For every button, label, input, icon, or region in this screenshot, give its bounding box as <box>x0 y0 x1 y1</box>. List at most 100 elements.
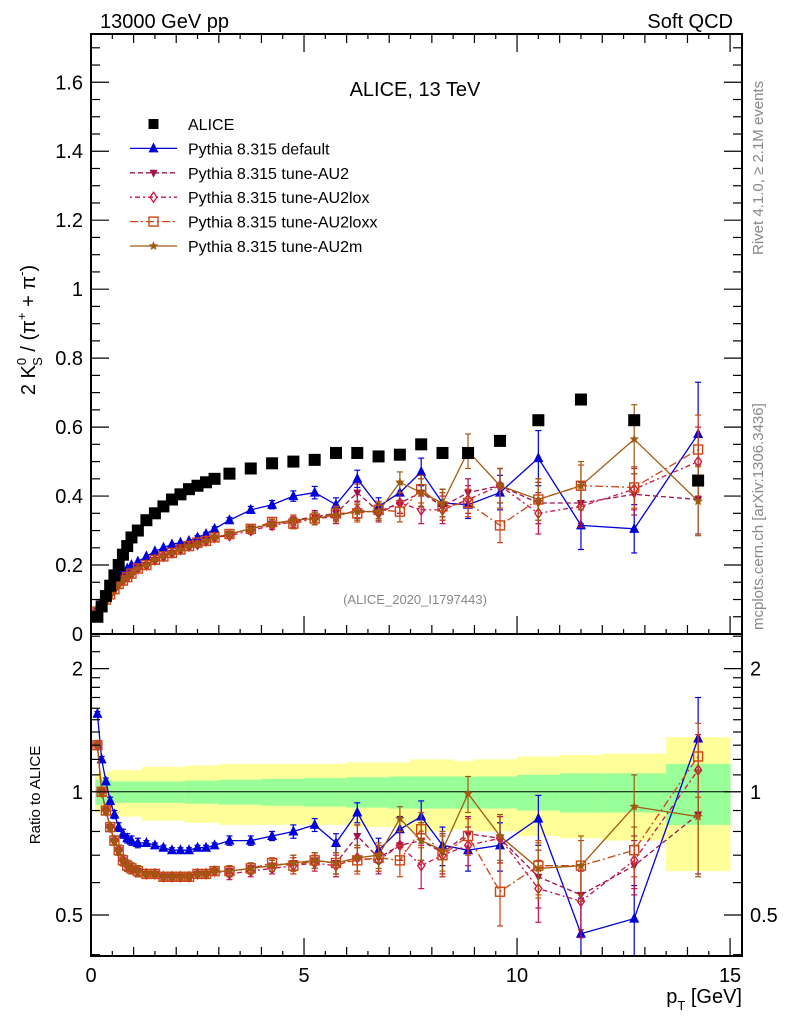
analysis-id-watermark: (ALICE_2020_I1797443) <box>343 592 487 607</box>
ratio-y-tick-label: 0.5 <box>55 905 83 927</box>
main-series-pythia-8-315-tune-au2m <box>92 404 703 616</box>
ratio-point <box>373 850 384 860</box>
data-point <box>372 450 385 463</box>
ratio-point <box>224 866 235 876</box>
ratio-point <box>183 844 194 855</box>
data-point <box>208 472 221 485</box>
data-point <box>462 446 475 459</box>
legend-marker <box>149 191 158 204</box>
ratio-point <box>158 841 169 852</box>
ratio-stat-band <box>261 778 305 806</box>
ratio-stat-band <box>304 778 348 807</box>
ratio-point <box>437 845 448 855</box>
legend-marker <box>148 241 159 250</box>
legend-marker <box>149 169 158 178</box>
ratio-point <box>267 829 278 840</box>
data-point <box>395 477 405 487</box>
data-point <box>192 531 203 542</box>
ratio-point <box>184 871 194 881</box>
ratio-stat-band <box>410 776 454 809</box>
data-point <box>415 438 428 451</box>
legend-label: Pythia 8.315 tune-AU2 <box>188 166 349 183</box>
data-point <box>629 434 639 444</box>
ratio-point <box>132 836 143 847</box>
data-point <box>126 568 137 578</box>
ratio-point <box>175 844 186 855</box>
data-point <box>267 518 277 528</box>
legend-label: Pythia 8.315 default <box>188 141 330 158</box>
ratio-stat-band <box>346 777 390 808</box>
ratio-point <box>288 825 299 836</box>
data-point <box>183 534 194 545</box>
ratio-point <box>693 811 703 821</box>
data-point <box>201 528 212 538</box>
ratio-point <box>394 855 406 866</box>
ratio-point <box>150 868 160 878</box>
data-point <box>574 393 587 406</box>
data-point <box>201 535 211 545</box>
data-point <box>224 514 235 525</box>
main-series-alice <box>91 393 705 623</box>
ratio-point <box>149 839 160 850</box>
data-point <box>246 523 256 533</box>
legend-label: Pythia 8.315 tune-AU2m <box>188 239 362 256</box>
ratio-point <box>495 831 505 840</box>
ratio-series-pythia-8-315-tune-au2m <box>92 740 703 902</box>
legend: ALICE Pythia 8.315 default Pythia 8.315 tu… <box>130 117 377 256</box>
data-point <box>576 500 586 513</box>
data-point <box>331 510 341 520</box>
ratio-point <box>494 886 506 897</box>
y-tick-label: 1 <box>72 279 83 301</box>
ratio-point <box>246 864 256 878</box>
y-tick-label: 1.6 <box>55 72 83 94</box>
ratio-point <box>288 858 299 867</box>
data-point <box>373 506 384 516</box>
data-point <box>184 541 194 551</box>
ratio-point <box>309 855 320 865</box>
data-point <box>692 444 704 455</box>
ratio-point <box>309 818 320 829</box>
data-point <box>148 507 161 520</box>
data-point <box>629 482 640 493</box>
data-point <box>209 522 220 533</box>
ratio-point <box>109 835 120 845</box>
ratio-point <box>462 830 474 842</box>
data-point <box>287 455 300 468</box>
legend-marker <box>148 216 159 227</box>
data-point <box>266 457 279 470</box>
header-right-label: Soft QCD <box>647 11 733 33</box>
data-point <box>158 551 169 561</box>
ratio-point <box>133 866 143 876</box>
svg-text:2 K0S / (π+ + π-): 2 K0S / (π+ + π-) <box>14 265 45 395</box>
ratio-point <box>166 844 177 855</box>
data-point <box>150 554 160 564</box>
ratio-point <box>118 855 128 865</box>
data-point <box>131 524 144 537</box>
y-tick-label: 0.8 <box>55 348 83 370</box>
ratio-point <box>141 836 152 847</box>
ratio-stat-band <box>389 776 412 809</box>
ratio-point <box>209 866 220 876</box>
y-tick-label: 0.2 <box>55 555 83 577</box>
ratio-point <box>267 860 277 870</box>
ratio-point <box>246 863 256 873</box>
ratio-stat-band <box>474 776 518 809</box>
legend-entry: Pythia 8.315 default <box>130 141 330 158</box>
ratio-point <box>192 841 203 852</box>
ratio-point <box>463 788 473 798</box>
data-point <box>462 497 474 509</box>
ratio-point <box>629 912 640 923</box>
y-tick-label: 1.2 <box>55 210 83 232</box>
ratio-point <box>267 862 277 875</box>
ratio-point <box>395 813 405 823</box>
ratio-y-tick-label: 2 <box>72 659 83 681</box>
ratio-point <box>201 841 212 852</box>
ratio-point <box>113 821 124 832</box>
data-point <box>352 472 363 483</box>
data-point <box>416 503 426 516</box>
data-point <box>192 539 203 549</box>
ratio-point <box>629 801 639 811</box>
data-point <box>288 515 299 525</box>
ratio-point <box>113 845 124 855</box>
data-point <box>267 498 278 509</box>
